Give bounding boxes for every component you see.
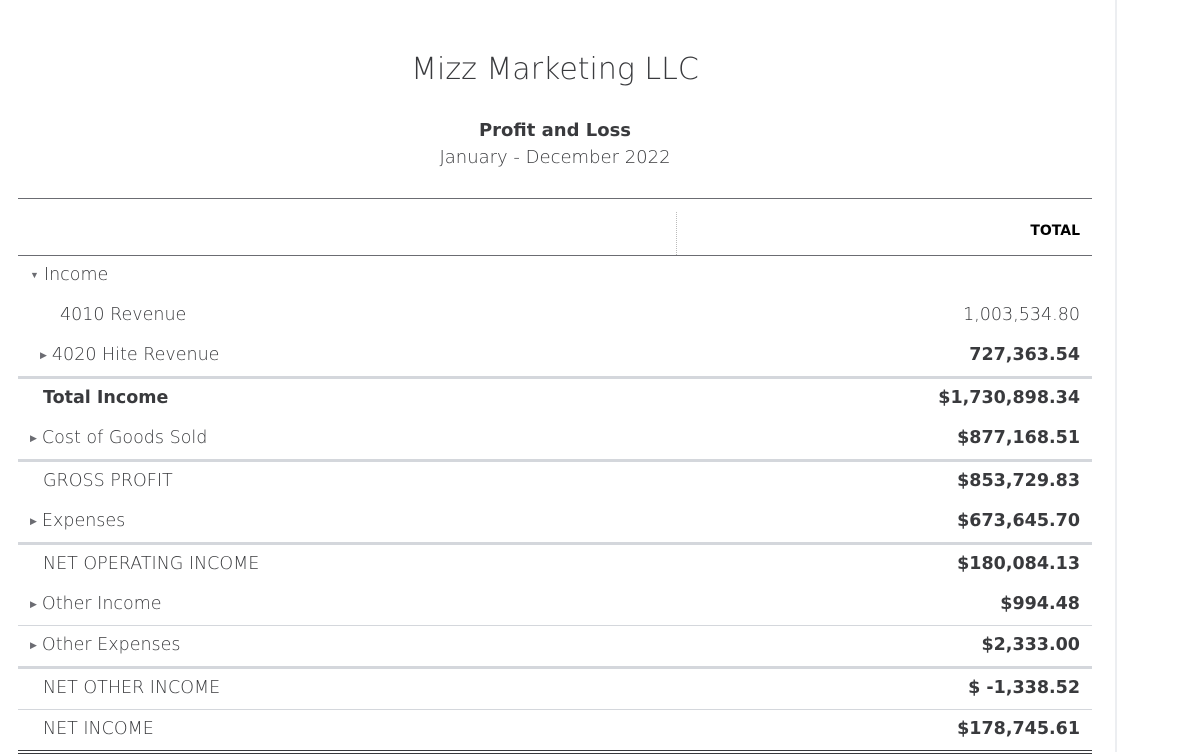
company-name: Mizz Marketing LLC [411,52,699,87]
row-label: ▶ 4020 Hite Revenue [40,345,219,365]
column-divider[interactable] [676,212,677,255]
row-value[interactable]: $1,730,898.34 [938,388,1080,408]
row-label: ▶ Expenses [30,511,125,531]
table-row[interactable]: ▶ Expenses $673,645.70 [18,502,1092,545]
row-value[interactable]: 1,003,534.80 [963,305,1080,325]
report-title: Profit and Loss [478,120,632,141]
row-label: Total Income [43,388,168,408]
row-label-text: Total Income [43,388,169,408]
table-row: Total Income $1,730,898.34 [18,379,1092,419]
row-value[interactable]: $2,333.00 [981,635,1080,655]
table-row: 4010 Revenue 1,003,534.80 [18,296,1092,336]
row-value[interactable]: $994.48 [1000,594,1080,614]
row-value[interactable]: $180,084.13 [957,554,1080,574]
table-row: NET INCOME $178,745.61 [18,710,1092,754]
row-label-text: GROSS PROFIT [43,471,173,491]
table-row[interactable]: ▶ Other Expenses $2,333.00 [18,626,1092,669]
row-value[interactable]: 727,363.54 [969,345,1080,365]
caret-right-icon[interactable]: ▶ [30,600,37,610]
row-label-text: NET OPERATING INCOME [43,554,260,574]
row-label: NET OPERATING INCOME [43,554,259,574]
row-value[interactable]: $178,745.61 [957,719,1080,739]
row-label: ▶ Cost of Goods Sold [30,428,207,448]
table-row[interactable]: ▶ Cost of Goods Sold $877,168.51 [18,419,1092,462]
row-label-text: 4010 Revenue [60,305,187,325]
report-table: TOTAL ▼ Income 4010 Revenue 1,003,534.80 ▶ 40… [18,198,1092,754]
right-side-panel [1115,0,1200,752]
row-label: ▼ Income [30,265,108,285]
row-label-text: Other Expenses [41,635,181,655]
row-value[interactable]: $877,168.51 [957,428,1080,448]
row-label: NET OTHER INCOME [43,678,220,698]
table-row: NET OPERATING INCOME $180,084.13 [18,545,1092,585]
table-row[interactable]: ▶ Other Income $994.48 [18,585,1092,626]
row-value[interactable]: $ -1,338.52 [968,678,1080,698]
row-value[interactable]: $853,729.83 [957,471,1080,491]
row-value[interactable]: $673,645.70 [957,511,1080,531]
row-label-text: Cost of Goods Sold [41,428,208,448]
caret-right-icon[interactable]: ▶ [30,434,37,444]
column-header-total: TOTAL [1030,223,1080,239]
row-label-text: NET INCOME [43,719,154,739]
row-label: ▶ Other Income [30,594,162,614]
table-header: TOTAL [18,198,1092,256]
row-label-text: NET OTHER INCOME [43,678,221,698]
table-row: NET OTHER INCOME $ -1,338.52 [18,669,1092,710]
row-label-text: Expenses [41,511,126,531]
table-row[interactable]: ▼ Income [18,256,1092,296]
caret-right-icon[interactable]: ▶ [30,517,37,527]
row-label: NET INCOME [43,719,154,739]
row-label: 4010 Revenue [60,305,186,325]
row-label: ▶ Other Expenses [30,635,181,655]
caret-down-icon[interactable]: ▼ [30,271,39,281]
table-row[interactable]: ▶ 4020 Hite Revenue 727,363.54 [18,336,1092,379]
row-label: GROSS PROFIT [43,471,173,491]
row-label-text: Other Income [41,594,162,614]
row-label-text: Income [43,265,109,285]
report-period: January - December 2022 [439,147,671,168]
table-row: GROSS PROFIT $853,729.83 [18,462,1092,502]
caret-right-icon[interactable]: ▶ [30,641,37,651]
caret-right-icon[interactable]: ▶ [40,351,47,361]
row-label-text: 4020 Hite Revenue [51,345,220,365]
